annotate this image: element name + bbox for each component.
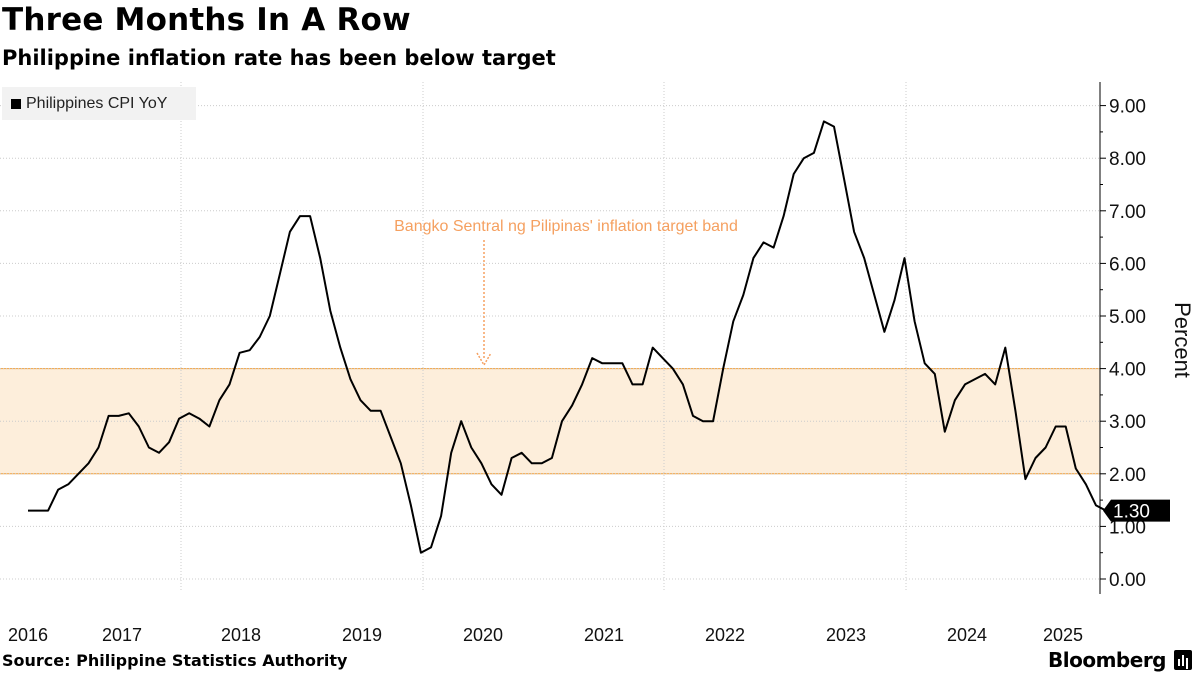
x-tick-label-2016: 2016	[8, 625, 48, 645]
x-tick-label-2022: 2022	[705, 625, 745, 645]
source-note: Source: Philippine Statistics Authority	[2, 651, 348, 670]
y-tick-label-2: 2.00	[1109, 465, 1146, 486]
target-band-annotation: Bangko Sentral ng Pilipinas' inflation t…	[394, 218, 738, 235]
y-tick-label-4: 4.00	[1109, 360, 1146, 381]
gridlines	[0, 105, 1100, 580]
chart-title: Three Months In A Row	[2, 2, 411, 38]
y-tick-label-5: 5.00	[1109, 307, 1146, 328]
bloomberg-chart-icon	[1174, 650, 1192, 670]
x-tick-label-2021: 2021	[584, 625, 624, 645]
chart-subtitle: Philippine inflation rate has been below…	[2, 46, 556, 70]
x-tick-label-2025: 2025	[1043, 625, 1083, 645]
x-tick-label-2017: 2017	[102, 625, 142, 645]
legend-label: Philippines CPI YoY	[26, 94, 168, 112]
y-tick-label-1: 1.00	[1109, 517, 1146, 538]
y-axis-title: Percent	[1170, 302, 1195, 378]
x-tick-label-2024: 2024	[947, 625, 987, 645]
y-tick-label-9: 9.00	[1109, 97, 1146, 118]
legend: Philippines CPI YoY	[2, 87, 196, 120]
y-tick-label-6: 6.00	[1109, 254, 1146, 275]
brand-logo: Bloomberg	[1048, 648, 1166, 672]
x-axis-ticks: 2016 2017 2018 2019 2020 2021 2022 2023 2024 2025	[8, 82, 1083, 645]
x-tick-label-2018: 2018	[221, 625, 261, 645]
y-tick-label-7: 7.00	[1109, 202, 1146, 223]
last-value-flag	[1103, 499, 1170, 522]
legend-swatch-icon	[11, 98, 21, 109]
series-layer	[28, 120, 1107, 554]
y-axis: 0.00 1.00 2.00 3.00 4.00 5.00 6.00 7.00 8.00 9.00…	[1099, 82, 1195, 594]
x-tick-label-2019: 2019	[342, 625, 382, 645]
last-value-label: 1.30	[1113, 502, 1150, 523]
series-line-philippines-cpi-yoy	[28, 120, 1107, 554]
x-tick-label-2020: 2020	[463, 625, 503, 645]
y-tick-label-3: 3.00	[1109, 412, 1146, 433]
y-tick-label-0: 0.00	[1109, 570, 1146, 591]
x-tick-label-2023: 2023	[826, 625, 866, 645]
y-tick-label-8: 8.00	[1109, 149, 1146, 170]
annotation-layer: Bangko Sentral ng Pilipinas' inflation t…	[394, 218, 738, 367]
annotation-arrowhead-icon	[476, 352, 492, 367]
